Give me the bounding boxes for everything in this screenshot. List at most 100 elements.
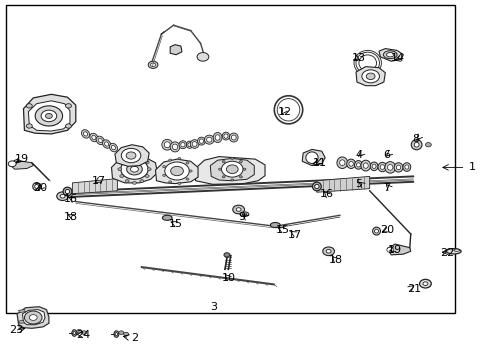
Circle shape [130,166,138,172]
Ellipse shape [162,139,172,150]
Circle shape [140,156,143,159]
Circle shape [218,168,221,170]
Circle shape [26,104,32,108]
Ellipse shape [372,227,380,235]
Circle shape [232,205,244,214]
Ellipse shape [213,132,222,143]
Text: 7: 7 [383,183,390,193]
Polygon shape [155,159,198,184]
Ellipse shape [410,140,421,150]
Text: 19: 19 [15,154,29,164]
Circle shape [425,143,430,147]
Ellipse shape [109,143,117,152]
Circle shape [119,331,123,334]
Circle shape [126,152,136,159]
Ellipse shape [90,133,98,142]
Polygon shape [194,157,264,184]
Ellipse shape [98,138,102,143]
Ellipse shape [339,160,345,166]
Ellipse shape [197,137,205,145]
Circle shape [8,161,16,167]
Text: 8: 8 [411,134,419,144]
Ellipse shape [83,132,87,136]
Text: 18: 18 [64,212,78,222]
Polygon shape [111,156,157,183]
Circle shape [163,166,165,168]
Circle shape [132,181,136,184]
Ellipse shape [204,135,214,144]
Polygon shape [378,49,403,61]
Polygon shape [210,158,254,181]
Ellipse shape [336,157,347,168]
Ellipse shape [114,331,119,337]
Ellipse shape [231,135,236,140]
Ellipse shape [413,143,418,147]
Circle shape [322,247,334,256]
Ellipse shape [104,142,108,146]
Circle shape [145,161,149,164]
Ellipse shape [402,163,410,171]
Circle shape [178,182,181,184]
Polygon shape [386,244,410,255]
Ellipse shape [162,215,172,220]
Ellipse shape [404,165,408,169]
Ellipse shape [111,145,115,150]
Circle shape [222,161,224,163]
Text: 14: 14 [390,53,405,63]
Text: 12: 12 [277,107,291,117]
Text: 20: 20 [380,225,394,235]
Circle shape [26,124,32,128]
Ellipse shape [186,141,193,148]
Ellipse shape [356,163,360,167]
Ellipse shape [360,160,370,171]
Text: 21: 21 [406,284,420,294]
Polygon shape [302,149,325,166]
Polygon shape [9,159,33,169]
Circle shape [224,253,229,257]
Ellipse shape [305,152,318,163]
Polygon shape [19,320,24,323]
Text: 22: 22 [439,248,453,258]
Ellipse shape [192,141,197,147]
Circle shape [386,247,393,252]
Circle shape [197,53,208,61]
Circle shape [243,168,245,170]
Circle shape [230,157,233,159]
Circle shape [419,279,430,288]
Text: 1: 1 [468,162,474,172]
Circle shape [77,329,81,333]
Polygon shape [115,145,149,166]
Text: 2: 2 [131,333,138,343]
Circle shape [168,181,171,183]
Text: 3: 3 [210,302,217,312]
Ellipse shape [270,222,280,228]
Circle shape [120,161,123,164]
Ellipse shape [377,162,386,172]
Text: 23: 23 [9,325,23,336]
Circle shape [150,63,155,67]
Text: 17: 17 [92,176,106,186]
Circle shape [65,104,71,108]
Circle shape [120,175,123,177]
Text: 13: 13 [351,53,366,63]
Ellipse shape [374,229,378,233]
Ellipse shape [73,331,75,335]
Ellipse shape [190,140,199,148]
Ellipse shape [206,137,212,142]
Ellipse shape [384,162,395,173]
Circle shape [422,282,427,285]
Ellipse shape [102,140,110,148]
Ellipse shape [446,248,460,254]
Text: 24: 24 [76,330,90,340]
Ellipse shape [229,133,238,142]
Ellipse shape [179,141,186,149]
Ellipse shape [393,163,402,172]
Circle shape [125,180,129,183]
Ellipse shape [386,53,393,57]
Ellipse shape [33,183,41,190]
Circle shape [239,176,242,178]
Text: 6: 6 [383,150,389,160]
Ellipse shape [199,139,203,143]
Ellipse shape [363,163,367,168]
Text: 11: 11 [312,158,326,168]
